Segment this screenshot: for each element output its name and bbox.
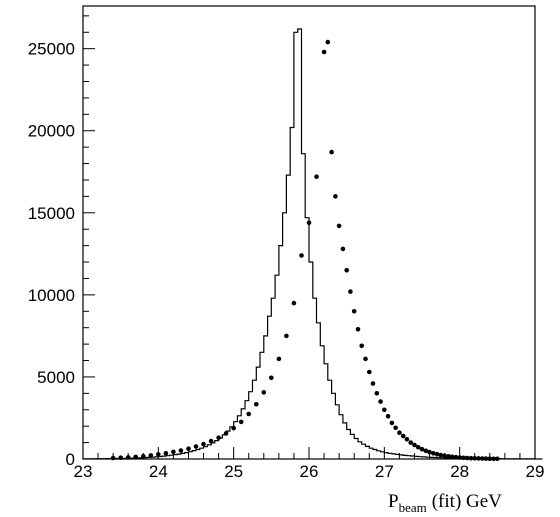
data-point bbox=[374, 391, 380, 396]
data-point bbox=[434, 451, 440, 457]
data-point bbox=[385, 414, 391, 419]
data-point bbox=[404, 437, 410, 442]
data-point bbox=[178, 448, 184, 453]
data-point bbox=[261, 390, 267, 395]
x-tick-label: 23 bbox=[74, 462, 93, 481]
data-point bbox=[378, 399, 383, 404]
data-point bbox=[355, 327, 361, 332]
data-point bbox=[412, 442, 417, 448]
axis-ticks bbox=[82, 15, 536, 460]
y-tick-label: 25000 bbox=[28, 40, 75, 59]
data-point bbox=[419, 446, 425, 452]
data-point bbox=[480, 456, 485, 461]
data-point bbox=[163, 451, 169, 456]
data-point bbox=[148, 453, 154, 458]
data-point bbox=[438, 452, 444, 458]
data-point bbox=[269, 375, 274, 381]
data-point bbox=[442, 453, 447, 459]
data-point bbox=[487, 456, 493, 462]
x-tick-label: 27 bbox=[375, 462, 394, 481]
data-point bbox=[449, 454, 455, 460]
data-point bbox=[253, 402, 259, 407]
data-point bbox=[415, 444, 421, 450]
histogram-series bbox=[83, 28, 543, 460]
data-point bbox=[186, 446, 191, 452]
data-point bbox=[171, 449, 176, 455]
data-point bbox=[216, 435, 221, 441]
data-point bbox=[461, 455, 466, 461]
data-point bbox=[363, 356, 368, 362]
x-axis-title-main: P bbox=[388, 491, 399, 512]
data-point bbox=[276, 356, 282, 362]
y-tick-label: 5000 bbox=[37, 368, 75, 387]
data-point bbox=[284, 333, 289, 339]
data-point bbox=[314, 174, 319, 179]
y-tick-label: 20000 bbox=[28, 122, 75, 141]
data-point bbox=[468, 455, 474, 461]
data-point bbox=[238, 419, 244, 425]
data-point bbox=[321, 49, 327, 55]
data-point bbox=[141, 453, 146, 459]
data-point bbox=[359, 343, 365, 349]
data-point bbox=[246, 411, 251, 417]
x-tick-label: 26 bbox=[300, 462, 319, 481]
data-point bbox=[351, 309, 357, 314]
data-point bbox=[472, 456, 478, 461]
data-point bbox=[208, 438, 214, 444]
x-tick-label: 29 bbox=[526, 462, 545, 481]
y-tick-label: 15000 bbox=[28, 204, 75, 223]
data-point bbox=[306, 220, 312, 225]
x-tick-label: 24 bbox=[149, 462, 168, 481]
y-tick-label: 10000 bbox=[28, 286, 75, 305]
data-point bbox=[336, 223, 342, 229]
data-point bbox=[367, 369, 372, 375]
data-point bbox=[110, 455, 116, 461]
data-point bbox=[382, 407, 387, 413]
data-point bbox=[118, 455, 123, 461]
x-axis-title-subscript: beam bbox=[399, 500, 427, 515]
data-point bbox=[340, 246, 346, 252]
data-point bbox=[446, 454, 451, 459]
data-point bbox=[408, 440, 414, 445]
data-point bbox=[325, 39, 331, 45]
data-point bbox=[457, 455, 463, 460]
x-tick-label: 25 bbox=[224, 462, 243, 481]
data-point bbox=[223, 431, 229, 436]
x-axis-title-suffix: (fit) GeV bbox=[432, 491, 502, 512]
data-point bbox=[491, 456, 496, 462]
data-point bbox=[193, 444, 199, 449]
axis-tick-labels: 23 24 25 26 27 28 29 0 5000 10000 15000 20000 25000 bbox=[28, 40, 545, 481]
data-point bbox=[464, 455, 470, 461]
data-point bbox=[231, 425, 236, 431]
data-point bbox=[476, 456, 481, 461]
data-point bbox=[427, 449, 432, 455]
data-point bbox=[344, 268, 350, 273]
data-point bbox=[201, 441, 206, 447]
x-tick-label: 28 bbox=[450, 462, 469, 481]
data-point bbox=[299, 253, 304, 258]
data-point bbox=[431, 451, 436, 456]
y-tick-label: 0 bbox=[66, 450, 75, 469]
data-point bbox=[370, 381, 376, 386]
data-point bbox=[400, 433, 406, 439]
data-point bbox=[133, 454, 138, 460]
data-point bbox=[329, 149, 334, 155]
data-point bbox=[291, 300, 297, 306]
data-point bbox=[483, 456, 489, 461]
data-point bbox=[389, 420, 395, 426]
data-points-series bbox=[110, 39, 500, 462]
data-point bbox=[495, 456, 500, 462]
data-point bbox=[348, 289, 353, 294]
data-point bbox=[453, 454, 459, 460]
data-point bbox=[333, 194, 338, 199]
data-point bbox=[423, 448, 429, 454]
data-point bbox=[397, 430, 402, 436]
data-point bbox=[393, 425, 398, 431]
data-point bbox=[125, 455, 131, 460]
x-axis-title: Pbeam (fit) GeV bbox=[388, 491, 502, 515]
data-point bbox=[156, 452, 161, 457]
